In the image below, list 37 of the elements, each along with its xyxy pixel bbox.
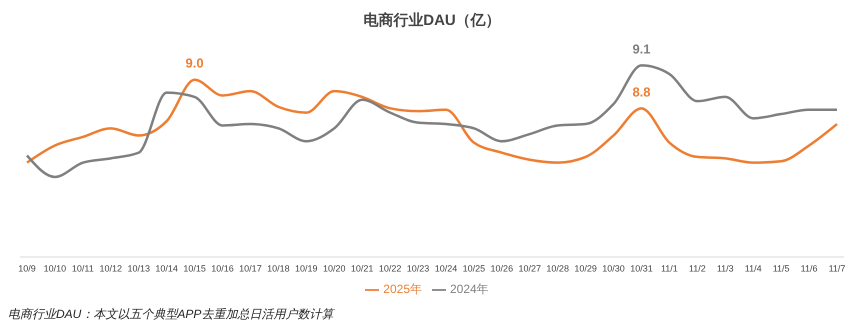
legend-label: 2025年: [383, 282, 422, 296]
x-tick-label: 10/28: [546, 263, 569, 274]
x-tick-label: 10/21: [350, 263, 374, 274]
data-label: 9.0: [186, 56, 204, 71]
x-tick-label: 10/27: [518, 263, 542, 274]
x-tick-label: 11/1: [660, 263, 678, 274]
x-tick-label: 10/15: [183, 263, 206, 274]
data-label: 8.8: [632, 84, 651, 100]
chart-title: 电商行业DAU（亿）: [362, 11, 502, 31]
x-tick-label: 10/19: [295, 263, 318, 274]
x-tick-label: 10/26: [490, 263, 514, 274]
x-tick-label: 11/5: [772, 263, 790, 274]
x-tick-label: 10/29: [574, 263, 597, 274]
x-tick-label: 10/18: [267, 263, 290, 274]
x-tick-label: 11/3: [716, 263, 734, 274]
x-tick-label: 11/2: [688, 263, 706, 274]
text: 电商行业DAU：本文以五个典型APP去重加总日活用户数计算: [8, 306, 336, 323]
x-tick-label: 10/20: [322, 263, 346, 274]
x-tick-label: 10/13: [127, 263, 150, 274]
x-tick-label: 11/7: [828, 263, 846, 274]
x-tick-label: 10/9: [18, 263, 36, 274]
x-tick-label: 10/23: [406, 263, 430, 274]
x-tick-label: 11/4: [744, 263, 762, 274]
x-tick-label: 10/17: [239, 263, 262, 274]
x-tick-label: 10/11: [72, 263, 94, 274]
x-tick-label: 10/30: [602, 263, 625, 274]
x-tick-label: 10/24: [434, 263, 458, 274]
x-tick-label: 10/31: [630, 263, 653, 274]
x-tick-label: 10/12: [100, 263, 122, 274]
x-tick-label: 10/10: [44, 263, 66, 274]
x-tick-label: 10/25: [462, 263, 486, 274]
data-label: 9.1: [632, 41, 651, 56]
x-tick-label: 10/14: [155, 263, 178, 274]
x-tick-label: 10/16: [211, 263, 234, 274]
x-tick-label: 10/22: [378, 263, 402, 274]
x-tick-label: 11/6: [800, 263, 818, 274]
legend-label: 2024年: [450, 282, 489, 296]
